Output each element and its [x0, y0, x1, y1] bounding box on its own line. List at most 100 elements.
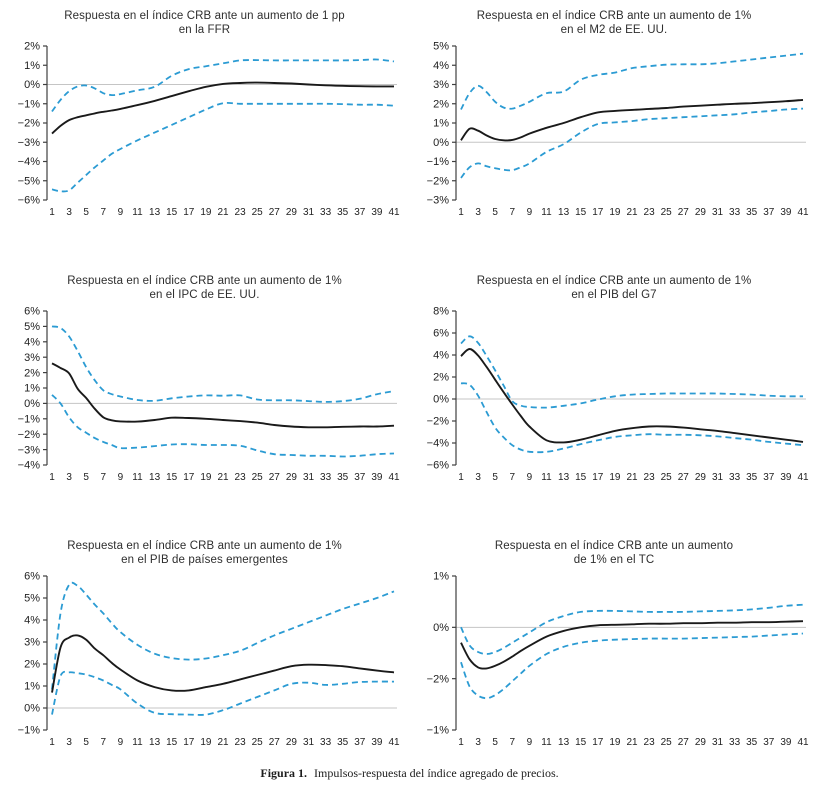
x-tick-label: 35: [337, 472, 349, 483]
x-tick-label: 7: [510, 737, 516, 748]
x-tick-label: 33: [320, 737, 332, 748]
x-tick-label: 25: [661, 472, 673, 483]
x-tick-label: 39: [371, 737, 383, 748]
x-tick-label: 1: [49, 207, 55, 218]
x-tick-label: 37: [763, 207, 775, 218]
y-tick-label: 0%: [433, 394, 449, 406]
y-tick-label: 4%: [433, 350, 449, 362]
lower-band-line: [460, 107, 804, 179]
x-tick-label: 29: [695, 472, 707, 483]
x-tick-label: 1: [49, 472, 55, 483]
x-tick-label: 41: [797, 737, 809, 748]
x-tick-label: 15: [575, 737, 587, 748]
x-tick-label: 21: [217, 207, 229, 218]
y-axis: [452, 45, 457, 201]
chart-panel-m2: Respuesta en el índice CRB ante un aumen…: [409, 4, 819, 269]
x-tick-label: 19: [200, 737, 212, 748]
x-tick-label: 41: [388, 207, 400, 218]
y-tick-label: 6%: [433, 328, 449, 340]
upper-band-line: [50, 58, 394, 112]
chart-plot-pib-g7: 8%6%4%2%0%−2%−4%−6%1 3 5 7 9 11 13 15 17 19 21 23 25…: [427, 306, 809, 483]
x-tick-labels: 1 3 5 7 9 11 13 15 17 19 21 23 25 27 29 31 33 35 37 39 41: [458, 207, 809, 218]
y-axis: [42, 575, 48, 731]
y-tick-label: −6%: [17, 195, 40, 207]
x-tick-label: 5: [492, 207, 498, 218]
y-tick-label: −2%: [17, 118, 40, 130]
chart-panel-tc: Respuesta en el índice CRB ante un aumen…: [409, 534, 819, 760]
x-tick-label: 35: [746, 737, 758, 748]
y-tick-labels: 6% 5% 4% 3% 2% 1% 0% −1%: [17, 571, 40, 737]
y-tick-label: −1%: [427, 725, 450, 737]
y-tick-label: −6%: [427, 460, 450, 472]
y-tick-label: 5%: [24, 593, 40, 605]
upper-band-line: [460, 335, 803, 409]
y-tick-label: −3%: [427, 195, 450, 207]
x-tick-labels: 1 3 5 7 9 11 13 15 17 19 21 23 25 27 29 31 33 35 37 39 41: [49, 472, 400, 483]
x-tick-labels: 1 3 5 7 9 11 13 15 17 19 21 23 25 27 29 31 33 35 37 39 41: [49, 737, 400, 748]
x-tick-label: 3: [66, 472, 72, 483]
chart-plot-ffr: 2%1%0%−1%−2%−3%−4%−5%−6%1 3 5 7 9 11 13 15 17 19 2…: [17, 41, 400, 218]
y-tick-label: 4%: [24, 615, 40, 627]
x-tick-label: 23: [644, 472, 656, 483]
lower-band-line: [460, 632, 804, 700]
y-tick-label: 6%: [24, 571, 40, 583]
y-tick-label: −4%: [427, 438, 450, 450]
chart-title-line1: Respuesta en el índice CRB ante un aumen…: [64, 10, 345, 22]
x-tick-label: 1: [49, 737, 55, 748]
chart-title: Respuesta en el índice CRB ante un aumen…: [477, 9, 752, 38]
x-tick-label: 13: [149, 207, 161, 218]
lower-band-line: [50, 670, 394, 716]
x-tick-label: 5: [83, 737, 89, 748]
y-axis: [452, 575, 457, 731]
x-tick-label: 33: [320, 472, 332, 483]
y-tick-labels: 2% 1% 0% −1% −2% −3% −4% −5% −6%: [17, 41, 40, 207]
x-tick-label: 39: [780, 472, 792, 483]
chart-title-line1: Respuesta en el índice CRB ante un aumen…: [476, 10, 752, 22]
y-tick-label: −2%: [17, 429, 40, 441]
x-tick-label: 17: [592, 207, 604, 218]
x-tick-label: 33: [729, 207, 741, 218]
x-tick-label: 37: [354, 737, 366, 748]
response-line: [50, 634, 394, 693]
x-tick-label: 3: [475, 737, 481, 748]
lower-band-line: [460, 382, 804, 454]
chart-title: Respuesta en el índice CRB ante un aumen…: [477, 274, 752, 303]
x-tick-label: 41: [797, 472, 809, 483]
x-tick-label: 17: [592, 472, 604, 483]
x-tick-label: 35: [337, 737, 349, 748]
x-tick-label: 23: [644, 207, 656, 218]
y-tick-label: 6%: [24, 306, 40, 318]
lower-band-line: [50, 394, 394, 458]
figure-caption-label: Figura 1.: [260, 766, 308, 780]
x-tick-label: 23: [234, 737, 246, 748]
y-tick-label: 0%: [433, 622, 449, 634]
x-tick-label: 27: [678, 472, 690, 483]
x-tick-label: 15: [166, 207, 178, 218]
chart-plot-ipc: 6%5%4%3%2%1%0%−1%−2%−3%−4%1 3 5 7 9 11 13 15 17 1…: [17, 306, 400, 483]
chart-plot-tc: 1%0%−2%−1%1 3 5 7 9 11 13 15 17 19 21 23 25 27 29 31 33 3…: [427, 571, 809, 748]
y-tick-label: −2%: [427, 175, 450, 187]
x-tick-label: 29: [695, 737, 707, 748]
chart-panel-ffr: Respuesta en el índice CRB ante un aumen…: [0, 4, 409, 269]
y-tick-label: 2%: [24, 41, 40, 53]
upper-band-line: [50, 581, 394, 690]
chart-title: Respuesta en el índice CRB ante un aumen…: [64, 9, 345, 38]
chart-title-line2: de 1% en el TC: [573, 554, 655, 567]
y-tick-label: 2%: [24, 367, 40, 379]
y-tick-label: −1%: [17, 725, 40, 737]
x-tick-label: 7: [100, 207, 106, 218]
x-tick-label: 19: [609, 737, 621, 748]
y-tick-labels: 1% 0% −2% −1%: [427, 571, 450, 737]
y-axis: [42, 45, 48, 201]
chart-title-line2: en el IPC de EE. UU.: [149, 289, 260, 302]
x-tick-label: 3: [475, 207, 481, 218]
x-tick-label: 9: [117, 737, 123, 748]
x-tick-label: 17: [183, 737, 195, 748]
y-tick-label: −1%: [17, 413, 40, 425]
x-tick-label: 15: [166, 737, 178, 748]
x-tick-label: 41: [388, 472, 400, 483]
y-axis: [452, 310, 457, 466]
response-line: [51, 362, 394, 429]
chart-panel-pib-emergentes: Respuesta en el índice CRB ante un aumen…: [0, 534, 409, 760]
y-tick-label: −5%: [17, 175, 40, 187]
